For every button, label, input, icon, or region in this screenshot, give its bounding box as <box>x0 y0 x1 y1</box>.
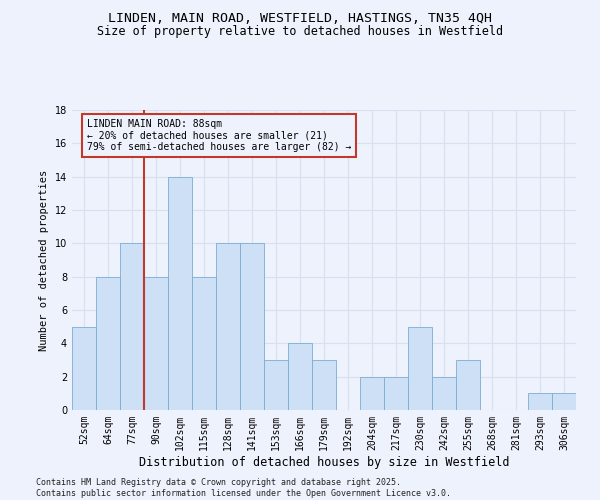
Bar <box>456 360 480 410</box>
Bar <box>552 394 576 410</box>
Bar <box>192 276 216 410</box>
Bar <box>96 276 120 410</box>
Bar <box>264 360 288 410</box>
Bar <box>144 276 168 410</box>
Text: LINDEN MAIN ROAD: 88sqm
← 20% of detached houses are smaller (21)
79% of semi-de: LINDEN MAIN ROAD: 88sqm ← 20% of detache… <box>87 119 352 152</box>
Bar <box>528 394 552 410</box>
Bar <box>168 176 192 410</box>
Text: LINDEN, MAIN ROAD, WESTFIELD, HASTINGS, TN35 4QH: LINDEN, MAIN ROAD, WESTFIELD, HASTINGS, … <box>108 12 492 26</box>
X-axis label: Distribution of detached houses by size in Westfield: Distribution of detached houses by size … <box>139 456 509 468</box>
Bar <box>432 376 456 410</box>
Bar <box>408 326 432 410</box>
Bar <box>216 244 240 410</box>
Bar <box>384 376 408 410</box>
Bar <box>288 344 312 410</box>
Bar <box>240 244 264 410</box>
Bar <box>360 376 384 410</box>
Bar <box>72 326 96 410</box>
Text: Contains HM Land Registry data © Crown copyright and database right 2025.
Contai: Contains HM Land Registry data © Crown c… <box>36 478 451 498</box>
Y-axis label: Number of detached properties: Number of detached properties <box>39 170 49 350</box>
Text: Size of property relative to detached houses in Westfield: Size of property relative to detached ho… <box>97 25 503 38</box>
Bar <box>120 244 144 410</box>
Bar <box>312 360 336 410</box>
